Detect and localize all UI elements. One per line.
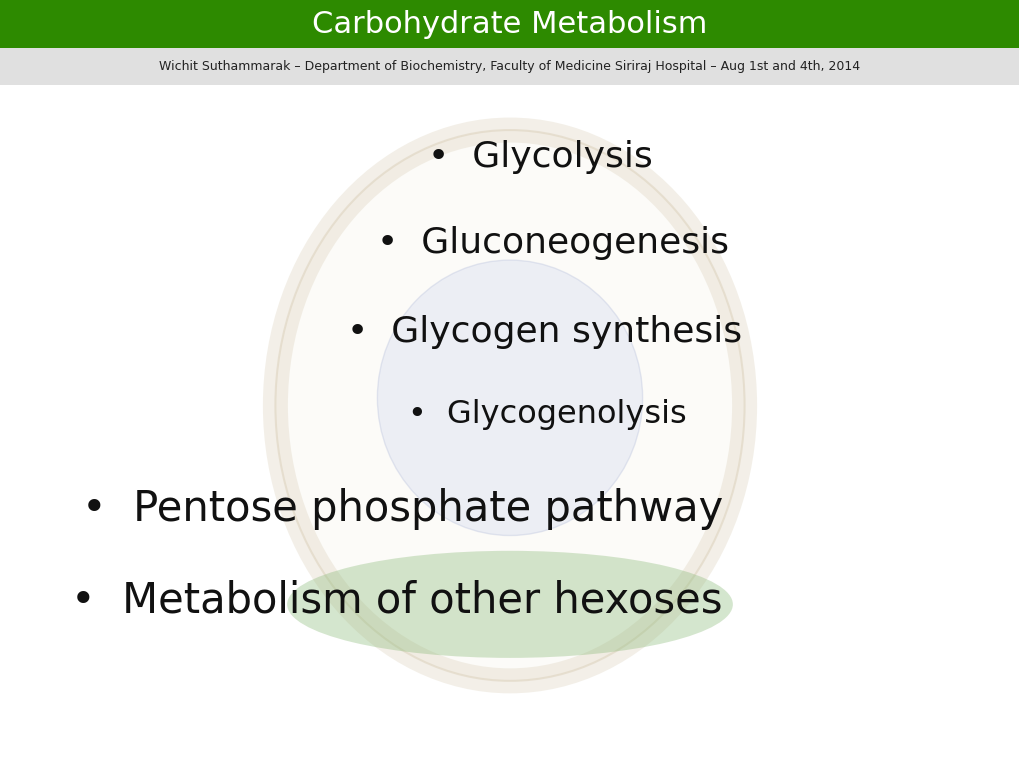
Text: •  Glycogenolysis: • Glycogenolysis [408,399,686,430]
Ellipse shape [377,260,642,536]
Text: Carbohydrate Metabolism: Carbohydrate Metabolism [312,10,707,38]
Text: •  Glycogen synthesis: • Glycogen synthesis [346,315,741,349]
FancyBboxPatch shape [0,48,1019,85]
Text: Wichit Suthammarak – Department of Biochemistry, Faculty of Medicine Siriraj Hos: Wichit Suthammarak – Department of Bioch… [159,60,860,73]
FancyBboxPatch shape [0,0,1019,48]
Ellipse shape [275,130,744,681]
Text: •  Pentose phosphate pathway: • Pentose phosphate pathway [82,488,722,529]
Text: •  Metabolism of other hexoses: • Metabolism of other hexoses [71,580,722,621]
Text: •  Gluconeogenesis: • Gluconeogenesis [377,226,729,260]
Ellipse shape [287,551,732,658]
Text: •  Glycolysis: • Glycolysis [428,140,652,174]
